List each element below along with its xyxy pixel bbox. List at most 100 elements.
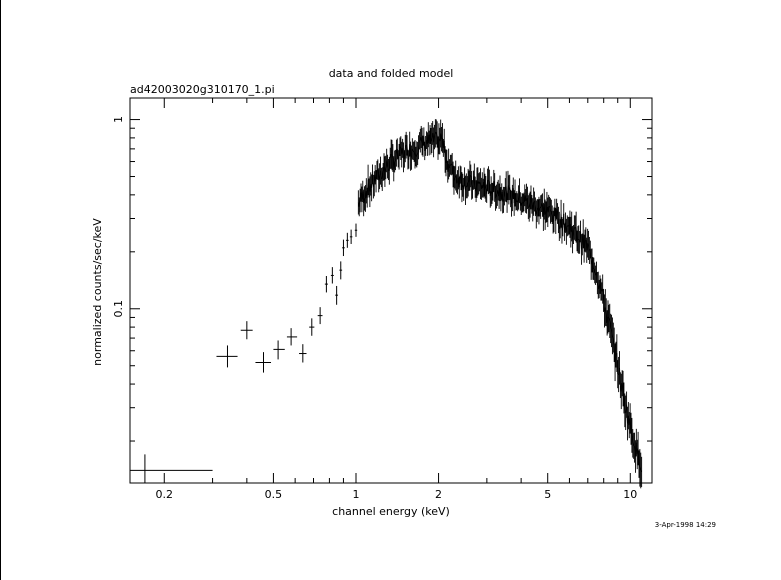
- dense-bin-step: [588, 245, 590, 251]
- dense-bin-step: [475, 182, 478, 192]
- dense-bin-step: [633, 445, 635, 448]
- x-tick-label: 10: [623, 488, 637, 501]
- dense-bin-step: [388, 158, 391, 171]
- dense-bin-step: [603, 300, 605, 311]
- dense-bin-step: [397, 156, 400, 159]
- dense-bin-step: [632, 443, 635, 446]
- data-point: [349, 229, 353, 244]
- dense-bin-step: [589, 249, 592, 265]
- data-point: [335, 285, 339, 305]
- dense-bin-step: [571, 226, 574, 240]
- dense-bin-step: [608, 318, 611, 322]
- dense-bin-step: [466, 182, 469, 188]
- dense-bin-step: [610, 328, 612, 332]
- dense-bin-step: [541, 203, 543, 206]
- dense-bin-step: [460, 178, 463, 188]
- dense-bin-step: [387, 166, 389, 170]
- dense-bin-step: [550, 210, 553, 215]
- dense-bin-step: [479, 181, 481, 184]
- dense-bin-step: [511, 197, 513, 204]
- dense-bin-step: [424, 145, 427, 151]
- dense-bin-step: [473, 176, 476, 188]
- dense-bin-step: [557, 219, 560, 227]
- data-point: [216, 345, 238, 368]
- dense-bin-step: [611, 330, 613, 336]
- dense-bin-step: [403, 148, 406, 159]
- dense-bin-step: [602, 289, 605, 301]
- dense-bin-step: [486, 179, 489, 194]
- dense-bin-step: [547, 206, 550, 213]
- dense-bin-step: [604, 307, 607, 313]
- dense-bin-step: [612, 335, 614, 338]
- dense-bin-step: [522, 201, 525, 204]
- dense-bin-step: [449, 164, 451, 169]
- dense-bin-step: [395, 153, 397, 161]
- dense-bin-step: [380, 170, 382, 178]
- data-point: [240, 321, 253, 340]
- axis-ticks: [130, 98, 652, 483]
- window-left-border: [0, 0, 1, 580]
- dense-bin-step: [467, 180, 470, 183]
- dense-bin-step: [593, 268, 596, 273]
- dense-bin-step: [560, 213, 563, 231]
- dense-bin-step: [377, 169, 380, 181]
- dense-bin-step: [575, 227, 578, 241]
- data-point: [330, 267, 334, 284]
- dense-bin-step: [468, 175, 471, 181]
- dense-bin-step: [495, 196, 497, 199]
- dense-bin-step: [596, 272, 598, 284]
- data-point: [324, 276, 328, 293]
- dense-bin-step: [526, 197, 529, 208]
- dense-bin-step: [639, 467, 642, 471]
- dense-data-points: [357, 119, 643, 489]
- dense-bin-step: [384, 167, 387, 172]
- dense-bin-step: [519, 190, 521, 202]
- dense-bin-step: [509, 187, 512, 199]
- dense-bin-step: [557, 213, 559, 221]
- dense-bin-step: [514, 192, 517, 202]
- dense-bin-step: [464, 176, 466, 191]
- dense-bin-step: [404, 145, 407, 149]
- dense-bin-step: [433, 137, 435, 143]
- dense-bin-step: [411, 148, 413, 158]
- dense-bin-step: [416, 153, 418, 155]
- dense-bin-step: [386, 160, 389, 167]
- dense-bin-step: [443, 140, 446, 160]
- dense-bin-step: [456, 181, 458, 184]
- dense-bin-step: [591, 260, 594, 269]
- dense-bin-step: [393, 161, 396, 169]
- dense-bin-step: [435, 131, 438, 135]
- dense-bin-step: [413, 151, 416, 155]
- dense-bin-step: [622, 388, 625, 398]
- data-point: [342, 239, 345, 257]
- dense-bin-step: [528, 204, 531, 208]
- dense-bin-step: [420, 136, 423, 142]
- dense-bin-step: [565, 225, 568, 232]
- dense-bin-step: [506, 185, 509, 204]
- dense-bin-step: [606, 316, 609, 323]
- data-point: [286, 328, 298, 346]
- dense-bin-step: [583, 240, 586, 249]
- x-tick-label: 2: [435, 488, 442, 501]
- dense-bin-step: [501, 191, 504, 202]
- dense-bin-step: [411, 148, 414, 152]
- dense-bin-step: [580, 231, 582, 250]
- data-point: [255, 352, 272, 373]
- dense-bin-step: [494, 187, 497, 199]
- dense-bin-step: [530, 197, 533, 205]
- dense-bin-step: [455, 175, 458, 184]
- x-tick-label: 0.5: [265, 488, 283, 501]
- dense-bin-step: [543, 204, 546, 215]
- data-point: [309, 318, 315, 336]
- dense-bin-step: [488, 181, 491, 196]
- dense-bin-step: [538, 207, 541, 211]
- dense-bin-step: [629, 418, 632, 429]
- dense-bin-step: [613, 344, 616, 363]
- dense-bin-step: [631, 435, 634, 444]
- data-point: [339, 261, 343, 280]
- dense-bin-step: [451, 163, 454, 175]
- dense-bin-step: [491, 191, 494, 194]
- dense-bin-step: [607, 316, 610, 319]
- dense-bin-step: [417, 147, 419, 154]
